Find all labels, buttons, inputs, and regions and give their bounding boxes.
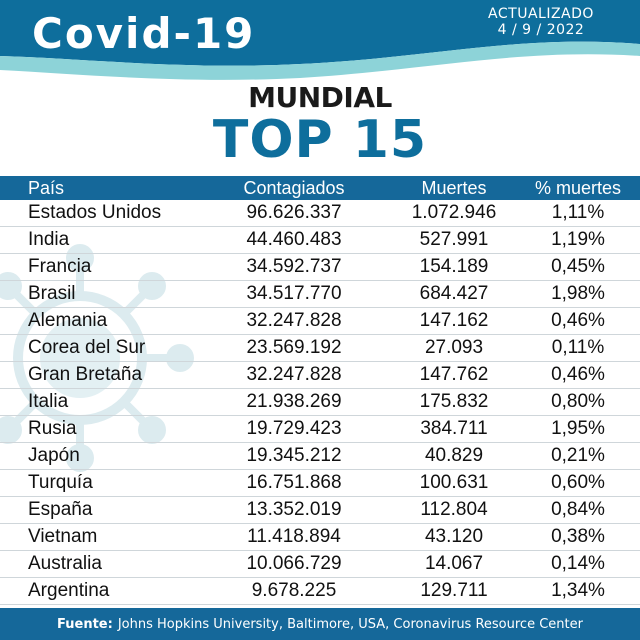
cell-infected: 19.345.212	[246, 445, 342, 466]
cell-pct: 0,60%	[551, 472, 605, 493]
header-banner: Covid-19 ACTUALIZADO 4 / 9 / 2022	[0, 0, 640, 90]
table-row: Francia 34.592.737 154.189 0,45%	[0, 254, 640, 281]
cell-country: Argentina	[28, 580, 110, 601]
table-row: Estados Unidos 96.626.337 1.072.946 1,11%	[0, 200, 640, 227]
cell-infected: 16.751.868	[246, 472, 342, 493]
cell-pct: 0,14%	[551, 553, 605, 574]
cell-pct: 1,98%	[551, 283, 605, 304]
col-header-pct: % muertes	[534, 178, 622, 198]
table-row: España 13.352.019 112.804 0,84%	[0, 497, 640, 524]
cell-infected: 44.460.483	[246, 229, 342, 250]
cell-infected: 96.626.337	[246, 202, 342, 223]
source-label: Fuente:	[57, 616, 113, 632]
table-row: Italia 21.938.269 175.832 0,80%	[0, 389, 640, 416]
cell-deaths: 27.093	[424, 337, 484, 358]
cell-country: Vietnam	[28, 526, 98, 547]
cell-deaths: 147.762	[419, 364, 489, 385]
cell-infected: 19.729.423	[246, 418, 342, 439]
cell-pct: 1,11%	[551, 202, 605, 223]
cell-country: Italia	[28, 391, 69, 412]
updated-label: ACTUALIZADO	[488, 6, 594, 22]
cell-country: Estados Unidos	[28, 202, 162, 223]
table-row: Japón 19.345.212 40.829 0,21%	[0, 443, 640, 470]
cell-pct: 0,84%	[551, 499, 605, 520]
cell-pct: 1,19%	[551, 229, 605, 250]
table-row: Corea del Sur 23.569.192 27.093 0,11%	[0, 335, 640, 362]
cell-country: Australia	[28, 553, 102, 574]
covid-table: País Contagiados Muertes % muertes Estad…	[0, 176, 640, 605]
virus-watermark-icon	[0, 244, 194, 472]
source-text: Johns Hopkins University, Baltimore, USA…	[117, 616, 583, 632]
cell-deaths: 384.711	[420, 418, 488, 439]
cell-pct: 0,46%	[551, 310, 605, 331]
source-footer: Fuente: Johns Hopkins University, Baltim…	[0, 608, 640, 640]
cell-country: Brasil	[28, 283, 76, 304]
col-header-country: País	[28, 178, 65, 198]
table-row: Brasil 34.517.770 684.427 1,98%	[0, 281, 640, 308]
cell-country: Francia	[28, 256, 92, 277]
col-header-deaths: Muertes	[421, 178, 487, 198]
cell-deaths: 14.067	[424, 553, 484, 574]
col-header-infected: Contagiados	[243, 178, 345, 198]
cell-deaths: 129.711	[420, 580, 488, 601]
cell-pct: 0,11%	[551, 337, 605, 358]
cell-deaths: 112.804	[420, 499, 488, 520]
cell-infected: 32.247.828	[246, 364, 342, 385]
updated-info: ACTUALIZADO 4 / 9 / 2022	[466, 6, 616, 38]
table-row: Argentina 9.678.225 129.711 1,34%	[0, 578, 640, 605]
cell-infected: 23.569.192	[246, 337, 342, 358]
cell-infected: 21.938.269	[246, 391, 342, 412]
cell-pct: 1,34%	[551, 580, 605, 601]
cell-country: Rusia	[28, 418, 77, 439]
cell-deaths: 527.991	[419, 229, 489, 250]
header-wave-shape	[0, 0, 640, 80]
cell-pct: 0,38%	[551, 526, 605, 547]
cell-deaths: 684.427	[419, 283, 489, 304]
cell-infected: 34.592.737	[246, 256, 342, 277]
cell-country: Japón	[28, 445, 80, 466]
cell-country: Gran Bretaña	[28, 364, 143, 385]
cell-country: Alemania	[28, 310, 108, 331]
cell-deaths: 147.162	[419, 310, 489, 331]
cell-pct: 0,80%	[551, 391, 605, 412]
heading-subtitle: MUNDIAL	[248, 81, 392, 114]
cell-infected: 9.678.225	[251, 580, 337, 601]
cell-deaths: 1.072.946	[411, 202, 497, 223]
table-row: India 44.460.483 527.991 1,19%	[0, 227, 640, 254]
cell-deaths: 175.832	[419, 391, 489, 412]
table-row: Gran Bretaña 32.247.828 147.762 0,46%	[0, 362, 640, 389]
cell-deaths: 100.631	[419, 472, 489, 493]
cell-pct: 1,95%	[551, 418, 605, 439]
cell-country: Corea del Sur	[28, 337, 146, 358]
cell-infected: 13.352.019	[246, 499, 342, 520]
cell-deaths: 43.120	[424, 526, 484, 547]
cell-infected: 10.066.729	[246, 553, 342, 574]
cell-pct: 0,45%	[551, 256, 605, 277]
cell-country: India	[28, 229, 70, 250]
table-row: Vietnam 11.418.894 43.120 0,38%	[0, 524, 640, 551]
cell-infected: 11.418.894	[247, 526, 341, 547]
table-row: Alemania 32.247.828 147.162 0,46%	[0, 308, 640, 335]
cell-infected: 32.247.828	[246, 310, 342, 331]
cell-country: Turquía	[28, 472, 93, 493]
table-row: Australia 10.066.729 14.067 0,14%	[0, 551, 640, 578]
cell-country: España	[28, 499, 93, 520]
cell-infected: 34.517.770	[246, 283, 342, 304]
cell-deaths: 40.829	[424, 445, 484, 466]
table-row: Turquía 16.751.868 100.631 0,60%	[0, 470, 640, 497]
table-row: Rusia 19.729.423 384.711 1,95%	[0, 416, 640, 443]
brand-title: Covid-19	[32, 9, 256, 58]
table-header: País Contagiados Muertes % muertes	[0, 176, 640, 200]
cell-deaths: 154.189	[419, 256, 489, 277]
cell-pct: 0,21%	[551, 445, 605, 466]
updated-date: 4 / 9 / 2022	[497, 22, 585, 38]
cell-pct: 0,46%	[551, 364, 605, 385]
table-body: Estados Unidos 96.626.337 1.072.946 1,11% In…	[0, 200, 640, 605]
heading-title: TOP 15	[212, 110, 428, 170]
